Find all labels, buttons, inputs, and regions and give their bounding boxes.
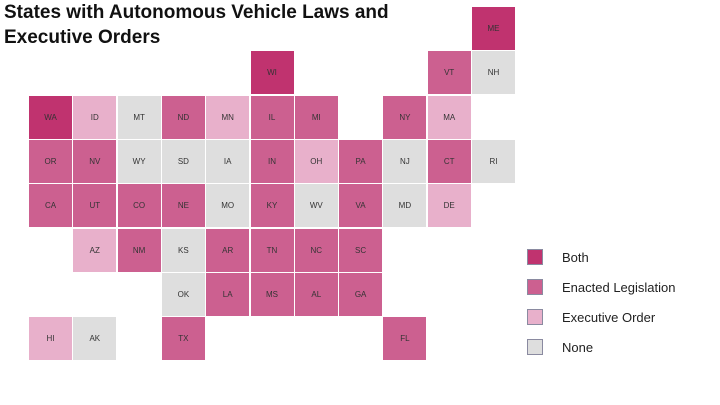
- state-tile-co: CO: [117, 184, 161, 228]
- state-tile-nc: NC: [294, 228, 338, 272]
- state-tile-il: IL: [250, 95, 294, 139]
- state-tile-mo: MO: [206, 184, 250, 228]
- legend-label: None: [562, 339, 594, 355]
- state-tile-sd: SD: [161, 139, 205, 183]
- state-tile-sc: SC: [339, 228, 383, 272]
- state-tile-de: DE: [427, 184, 471, 228]
- state-tile-tn: TN: [250, 228, 294, 272]
- state-tile-ca: CA: [29, 184, 72, 228]
- state-tile-ak: AK: [73, 317, 117, 361]
- state-tile-nj: NJ: [383, 139, 427, 183]
- state-tile-id: ID: [73, 95, 117, 139]
- state-tile-vt: VT: [427, 51, 471, 95]
- state-tile-ne: NE: [161, 184, 205, 228]
- legend-item-enacted: Enacted Legislation: [527, 279, 675, 295]
- state-tile-mn: MN: [206, 95, 250, 139]
- state-tile-nd: ND: [161, 95, 205, 139]
- state-tile-hi: HI: [29, 317, 72, 361]
- map-title: States with Autonomous Vehicle Laws and …: [4, 2, 389, 48]
- state-tile-ri: RI: [472, 139, 515, 183]
- state-tile-or: OR: [29, 139, 72, 183]
- state-tile-la: LA: [206, 272, 250, 316]
- state-tile-ut: UT: [73, 184, 117, 228]
- state-tile-nh: NH: [472, 51, 515, 95]
- legend-item-both: Both: [527, 249, 589, 265]
- legend-swatch: [527, 339, 543, 355]
- state-tile-az: AZ: [73, 228, 117, 272]
- state-tile-ks: KS: [161, 228, 205, 272]
- legend-swatch: [527, 309, 543, 325]
- legend-label: Enacted Legislation: [562, 279, 676, 295]
- state-tile-wy: WY: [117, 139, 161, 183]
- state-tile-oh: OH: [294, 139, 338, 183]
- state-tile-wi: WI: [250, 51, 294, 95]
- state-tile-md: MD: [383, 184, 427, 228]
- state-tile-ma: MA: [427, 95, 471, 139]
- legend-item-none: None: [527, 339, 593, 355]
- legend-item-executive: Executive Order: [527, 309, 655, 325]
- legend-swatch: [527, 249, 543, 265]
- legend-swatch: [527, 279, 543, 295]
- state-tile-pa: PA: [339, 139, 383, 183]
- state-tile-ky: KY: [250, 184, 294, 228]
- state-tile-va: VA: [339, 184, 383, 228]
- state-tile-in: IN: [250, 139, 294, 183]
- state-tile-tx: TX: [161, 317, 205, 361]
- state-tile-al: AL: [294, 272, 338, 316]
- state-tile-ok: OK: [161, 272, 205, 316]
- state-tile-ar: AR: [206, 228, 250, 272]
- state-tile-me: ME: [472, 7, 515, 50]
- state-tile-wa: WA: [29, 95, 72, 139]
- legend-label: Both: [562, 249, 589, 265]
- state-tile-wv: WV: [294, 184, 338, 228]
- state-tile-mi: MI: [294, 95, 338, 139]
- state-tile-nm: NM: [117, 228, 161, 272]
- state-tile-ms: MS: [250, 272, 294, 316]
- state-tile-ia: IA: [206, 139, 250, 183]
- state-tile-ga: GA: [339, 272, 383, 316]
- state-tile-mt: MT: [117, 95, 161, 139]
- state-tile-ny: NY: [383, 95, 427, 139]
- state-tile-ct: CT: [427, 139, 471, 183]
- legend-label: Executive Order: [562, 309, 656, 325]
- state-tile-fl: FL: [383, 317, 427, 361]
- state-tile-nv: NV: [73, 139, 117, 183]
